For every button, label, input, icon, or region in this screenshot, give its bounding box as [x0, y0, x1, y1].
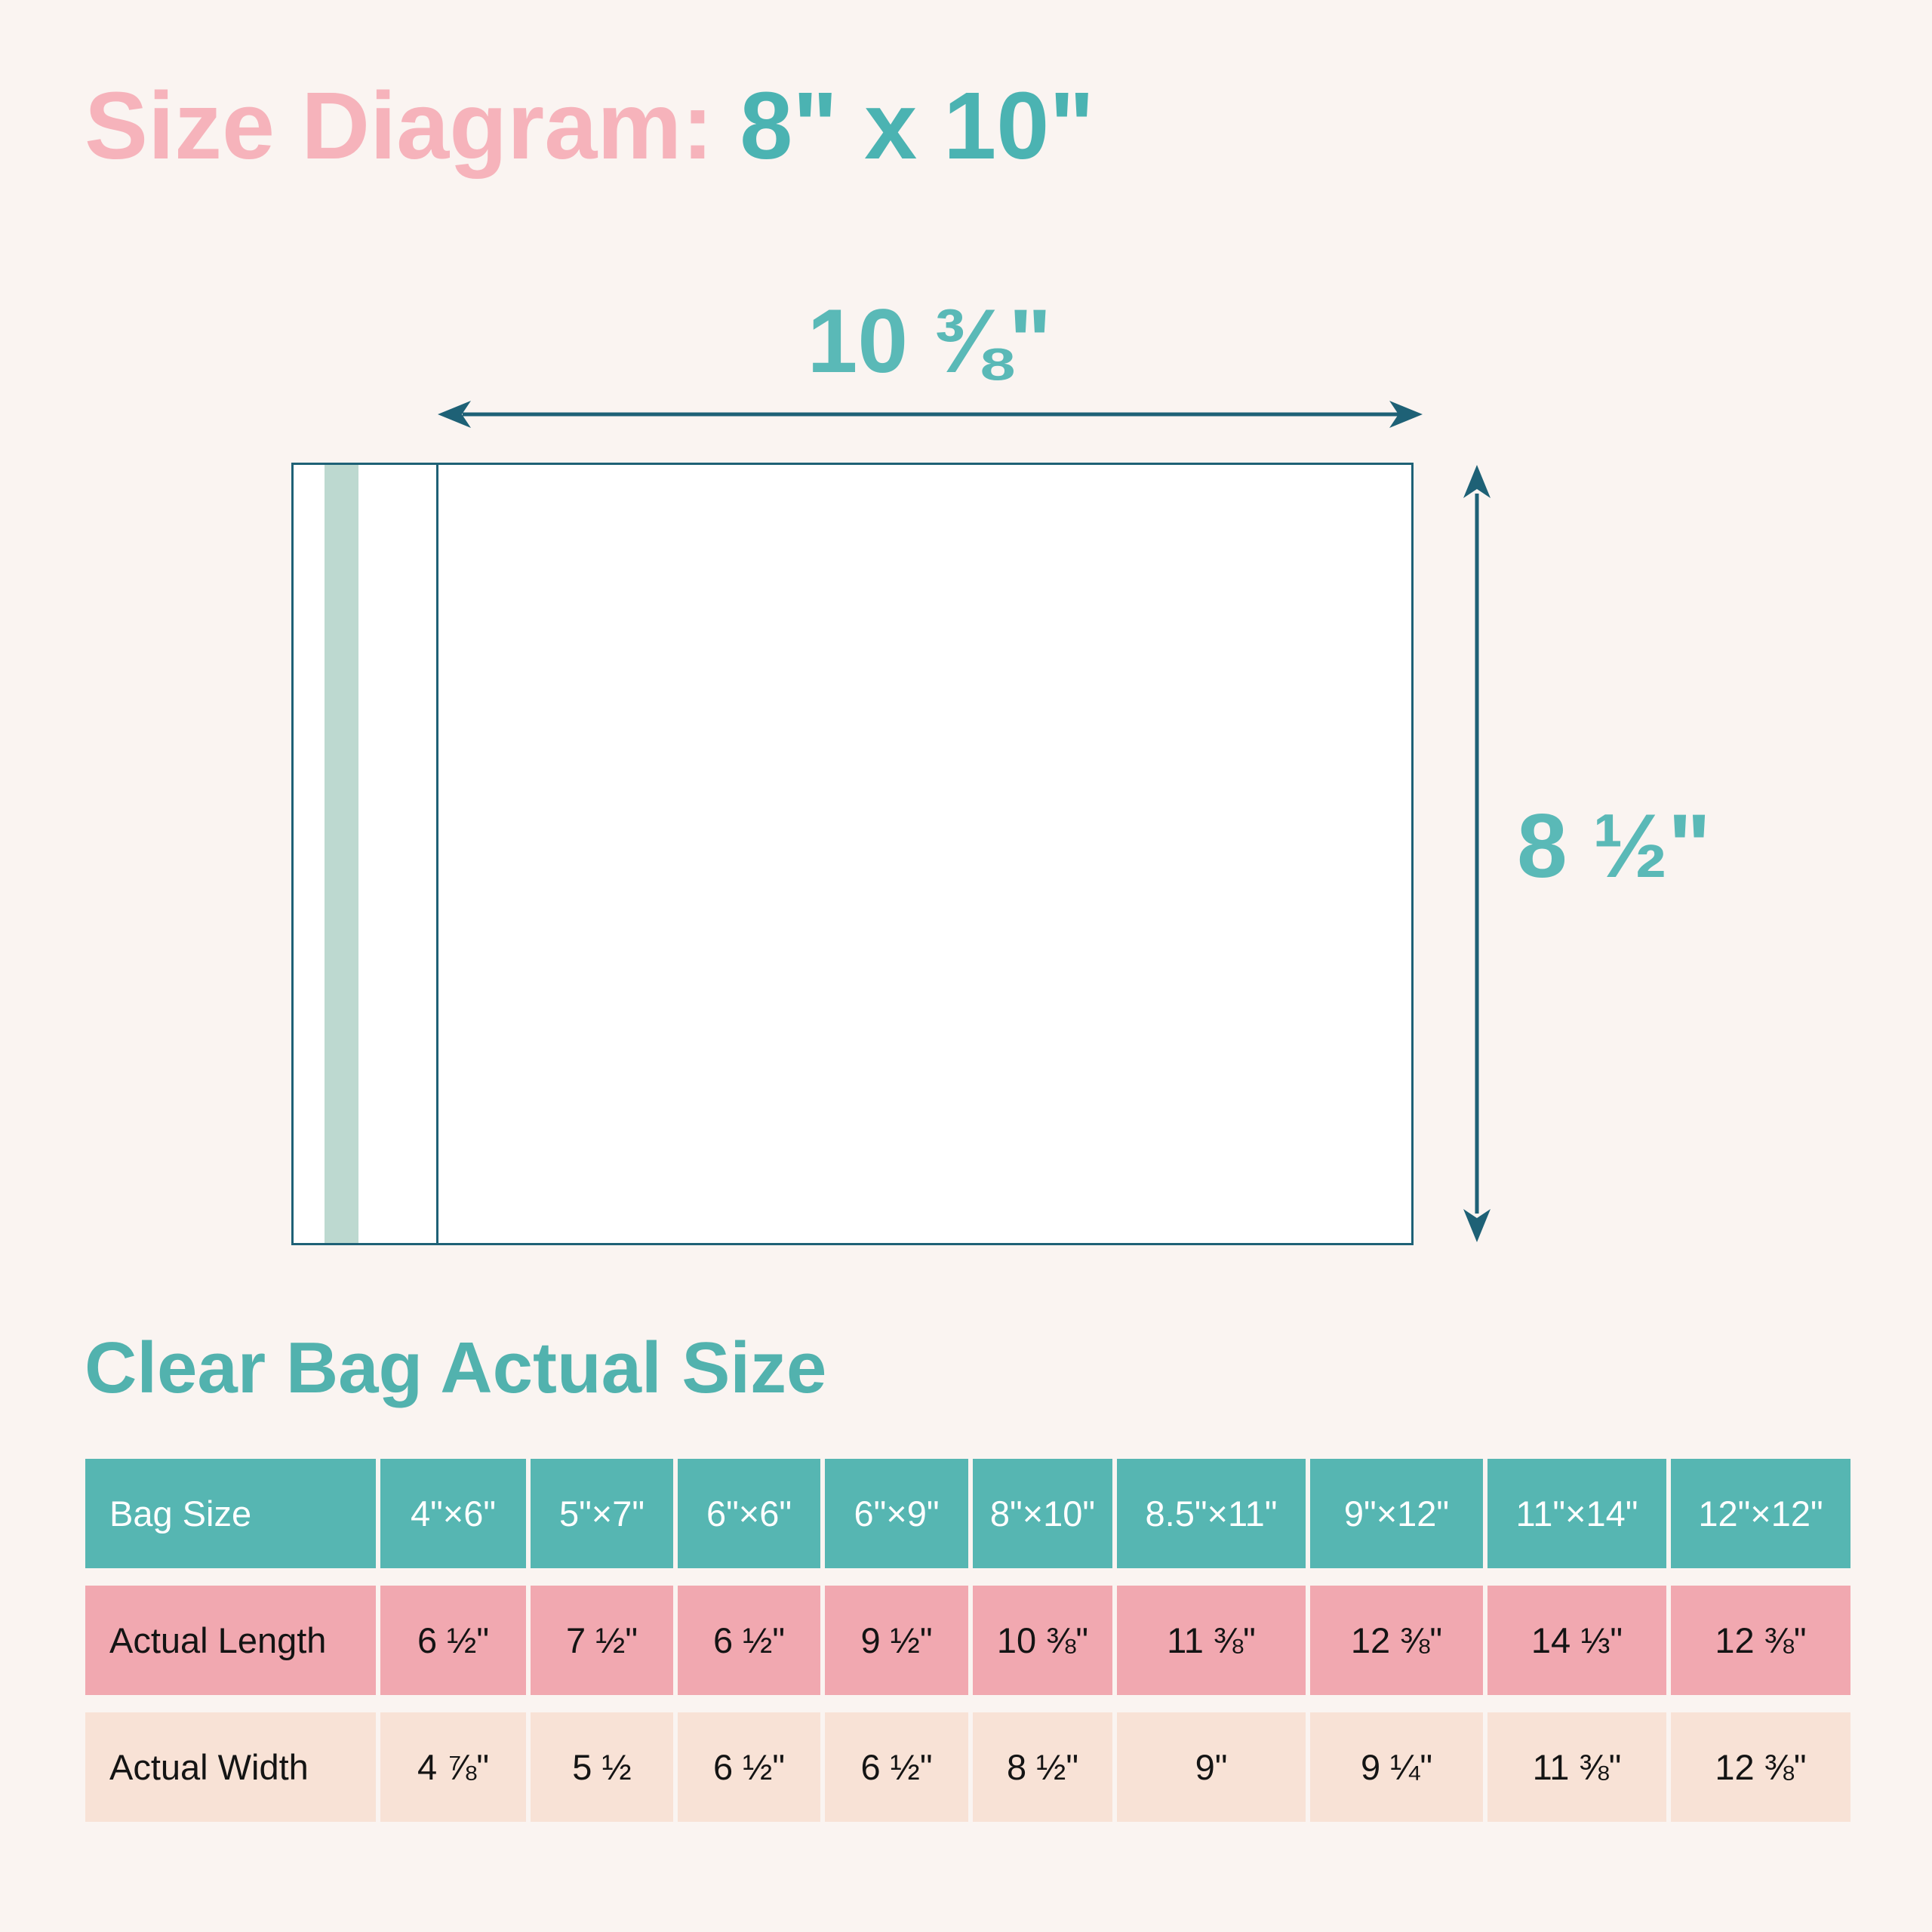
bag-height-dimension-label: 8 ½": [1517, 795, 1712, 897]
actual-length-value: 6 ½": [678, 1586, 820, 1695]
bag-width-dimension-label: 10 ⅜": [807, 291, 1052, 392]
actual-length-value: 6 ½": [380, 1586, 526, 1695]
page-title-size: 8" x 10": [740, 72, 1095, 179]
row-label-actual-length: Actual Length: [85, 1586, 376, 1695]
actual-length-value: 7 ½": [531, 1586, 673, 1695]
actual-width-value: 9": [1117, 1712, 1306, 1822]
actual-length-value: 10 ⅜": [973, 1586, 1112, 1695]
arrow-head-up-icon: [1463, 465, 1491, 498]
table-header-cell: 11"×14": [1487, 1459, 1666, 1568]
table-header-cell: 5"×7": [531, 1459, 673, 1568]
table-header-cell: 4"×6": [380, 1459, 526, 1568]
actual-length-value: 11 ⅜": [1117, 1586, 1306, 1695]
table-header-cell: 12"×12": [1671, 1459, 1850, 1568]
adhesive-strip: [325, 465, 358, 1243]
width-dimension-arrow: [438, 401, 1423, 428]
page-title: Size Diagram: 8" x 10": [85, 78, 1094, 174]
arrow-head-down-icon: [1463, 1209, 1491, 1242]
size-table: Bag Size 4"×6" 5"×7" 6"×6" 6"×9" 8"×10" …: [85, 1459, 1850, 1822]
row-label-actual-width: Actual Width: [85, 1712, 376, 1822]
actual-width-value: 12 ⅜": [1671, 1712, 1850, 1822]
actual-length-value: 12 ⅜": [1671, 1586, 1850, 1695]
table-header-cell: 6"×9": [825, 1459, 968, 1568]
actual-width-value: 8 ½": [973, 1712, 1112, 1822]
table-header-cell: 8"×10": [973, 1459, 1112, 1568]
flap-fold-line: [436, 465, 438, 1243]
actual-width-value: 6 ½": [825, 1712, 968, 1822]
actual-length-value: 12 ⅜": [1310, 1586, 1483, 1695]
height-dimension-arrow: [1463, 465, 1491, 1242]
actual-width-value: 4 ⅞": [380, 1712, 526, 1822]
section-heading: Clear Bag Actual Size: [85, 1327, 827, 1408]
actual-length-value: 14 ⅓": [1487, 1586, 1666, 1695]
actual-width-value: 6 ½": [678, 1712, 820, 1822]
table-header-cell: 8.5"×11": [1117, 1459, 1306, 1568]
table-header-bag-size: Bag Size: [85, 1459, 376, 1568]
actual-width-value: 9 ¼": [1310, 1712, 1483, 1822]
actual-width-value: 11 ⅜": [1487, 1712, 1666, 1822]
page-title-prefix: Size Diagram:: [85, 72, 740, 179]
actual-length-value: 9 ½": [825, 1586, 968, 1695]
arrow-head-right-icon: [1389, 401, 1423, 428]
table-header-cell: 6"×6": [678, 1459, 820, 1568]
bag-outline: [291, 463, 1414, 1245]
arrow-head-left-icon: [438, 401, 471, 428]
table-header-cell: 9"×12": [1310, 1459, 1483, 1568]
actual-width-value: 5 ½: [531, 1712, 673, 1822]
